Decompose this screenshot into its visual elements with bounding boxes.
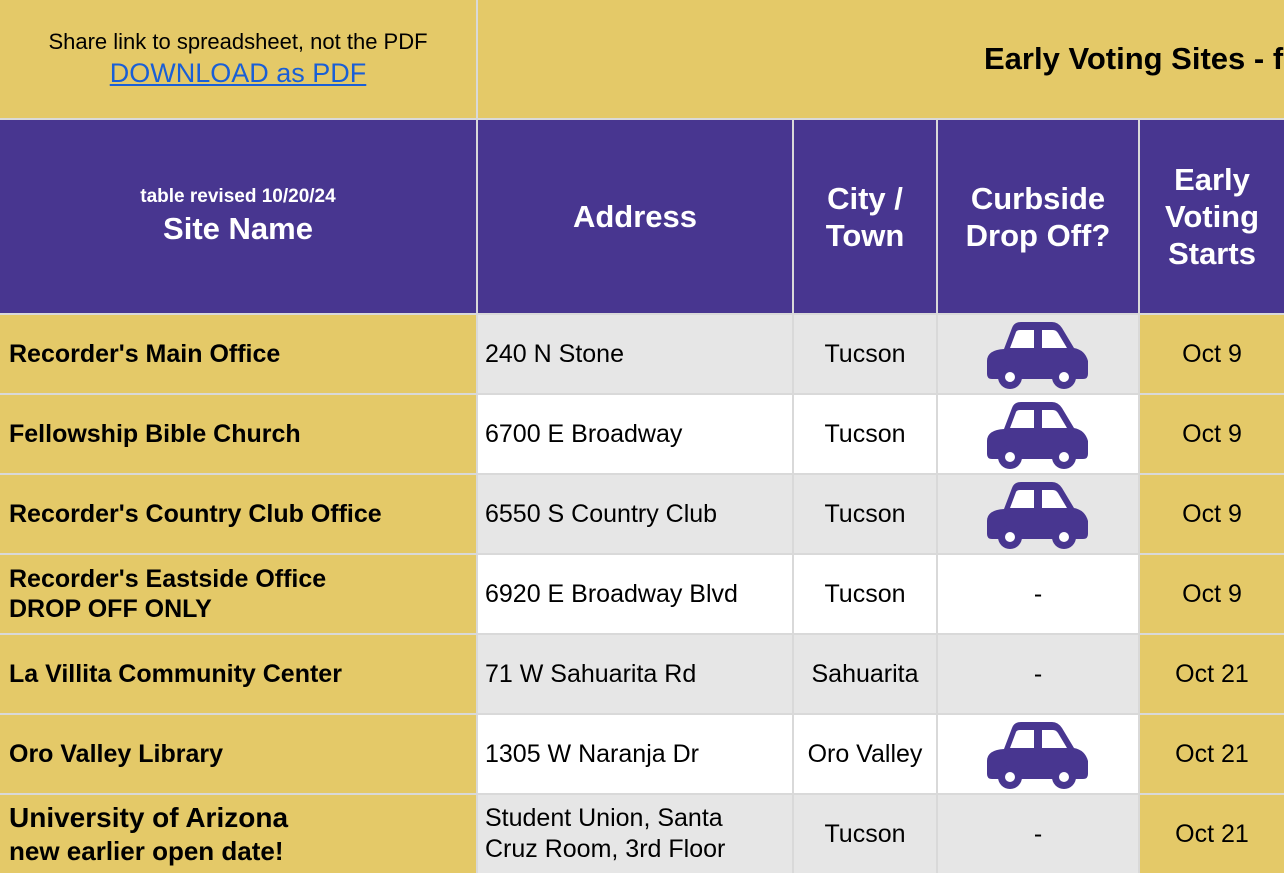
city-value: Tucson [824, 819, 906, 848]
starts-cell: Oct 9 [1140, 395, 1284, 473]
city-cell: Sahuarita [794, 635, 936, 713]
site-name: Oro Valley Library [9, 740, 223, 768]
city-cell: Oro Valley [794, 715, 936, 793]
address-cell: 6700 E Broadway [478, 395, 792, 473]
starts-header-line: Voting [1164, 199, 1260, 234]
header-address: Address [478, 120, 792, 313]
site-name-cell: Recorder's Eastside Office DROP OFF ONLY [0, 555, 476, 633]
site-name: La Villita Community Center [9, 660, 342, 688]
address-line: 6550 S Country Club [485, 499, 718, 528]
start-date: Oct 9 [1182, 499, 1242, 528]
top-left-banner: Share link to spreadsheet, not the PDF D… [0, 0, 476, 118]
starts-cell: Oct 9 [1140, 315, 1284, 393]
starts-cell: Oct 9 [1140, 555, 1284, 633]
city-header-line: Town [825, 217, 905, 253]
curbside-header-line: Drop Off? [965, 217, 1111, 253]
address-cell: 71 W Sahuarita Rd [478, 635, 792, 713]
share-note: Share link to spreadsheet, not the PDF [48, 29, 428, 54]
city-cell: Tucson [794, 795, 936, 873]
starts-header-line: Early [1174, 162, 1250, 197]
starts-cell: Oct 21 [1140, 795, 1284, 873]
starts-cell: Oct 9 [1140, 475, 1284, 553]
header-curbside: Curbside Drop Off? [938, 120, 1138, 313]
start-date: Oct 9 [1182, 339, 1242, 368]
starts-cell: Oct 21 [1140, 635, 1284, 713]
curbside-cell [938, 475, 1138, 553]
city-value: Tucson [824, 419, 906, 448]
curbside-cell: - [938, 795, 1138, 873]
address-line: 6920 E Broadway Blvd [485, 579, 738, 608]
header-starts: Early Voting Starts [1140, 120, 1284, 313]
site-name-cell: University of Arizona new earlier open d… [0, 795, 476, 873]
address-line: 1305 W Naranja Dr [485, 739, 699, 768]
city-value: Tucson [824, 339, 906, 368]
site-name-cell: La Villita Community Center [0, 635, 476, 713]
car-icon [987, 482, 1088, 549]
header-city: City / Town [794, 120, 936, 313]
header-site-name: table revised 10/20/24 Site Name [0, 120, 476, 313]
city-cell: Tucson [794, 315, 936, 393]
site-name: Recorder's Country Club Office [9, 500, 382, 528]
car-icon [987, 722, 1088, 789]
site-name: Fellowship Bible Church [9, 420, 301, 448]
car-icon [987, 322, 1088, 389]
address-line: Student Union, Santa [485, 804, 723, 832]
site-name: Recorder's Main Office [9, 340, 281, 368]
top-title-banner: Early Voting Sites - f [478, 0, 1284, 118]
site-note: DROP OFF ONLY [9, 595, 212, 623]
curbside-none: - [1033, 819, 1043, 848]
starts-header-line: Starts [1168, 236, 1256, 271]
site-name-cell: Oro Valley Library [0, 715, 476, 793]
curbside-none: - [1033, 659, 1043, 688]
start-date: Oct 9 [1182, 419, 1242, 448]
curbside-header-line: Curbside [970, 180, 1106, 216]
curbside-cell: - [938, 555, 1138, 633]
download-pdf-link[interactable]: DOWNLOAD as PDF [109, 58, 367, 88]
site-name-cell: Recorder's Main Office [0, 315, 476, 393]
site-name-cell: Recorder's Country Club Office [0, 475, 476, 553]
curbside-cell [938, 395, 1138, 473]
table-revised-note: table revised 10/20/24 [140, 186, 336, 207]
city-value: Oro Valley [807, 739, 923, 768]
starts-cell: Oct 21 [1140, 715, 1284, 793]
city-cell: Tucson [794, 395, 936, 473]
address-header: Address [572, 199, 698, 234]
page-title: Early Voting Sites - f [984, 41, 1284, 76]
site-name-cell: Fellowship Bible Church [0, 395, 476, 473]
city-cell: Tucson [794, 555, 936, 633]
start-date: Oct 21 [1175, 659, 1249, 688]
address-cell: 6920 E Broadway Blvd [478, 555, 792, 633]
address-cell: Student Union, Santa Cruz Room, 3rd Floo… [478, 795, 792, 873]
city-cell: Tucson [794, 475, 936, 553]
curbside-cell [938, 715, 1138, 793]
address-line: 71 W Sahuarita Rd [485, 659, 697, 688]
site-note: new earlier open date! [9, 836, 284, 866]
city-value: Sahuarita [811, 659, 919, 688]
address-line: 6700 E Broadway [485, 419, 683, 448]
city-value: Tucson [824, 579, 906, 608]
site-name: Recorder's Eastside Office [9, 565, 327, 593]
curbside-cell [938, 315, 1138, 393]
site-name-header: Site Name [163, 211, 313, 246]
city-header-line: City / [827, 180, 903, 216]
start-date: Oct 9 [1182, 579, 1242, 608]
address-line: 240 N Stone [485, 339, 624, 368]
address-cell: 240 N Stone [478, 315, 792, 393]
city-value: Tucson [824, 499, 906, 528]
address-line: Cruz Room, 3rd Floor [485, 835, 726, 863]
site-name: University of Arizona [9, 802, 289, 833]
curbside-cell: - [938, 635, 1138, 713]
start-date: Oct 21 [1175, 739, 1249, 768]
address-cell: 6550 S Country Club [478, 475, 792, 553]
car-icon [987, 402, 1088, 469]
curbside-none: - [1033, 579, 1043, 608]
start-date: Oct 21 [1175, 819, 1249, 848]
address-cell: 1305 W Naranja Dr [478, 715, 792, 793]
